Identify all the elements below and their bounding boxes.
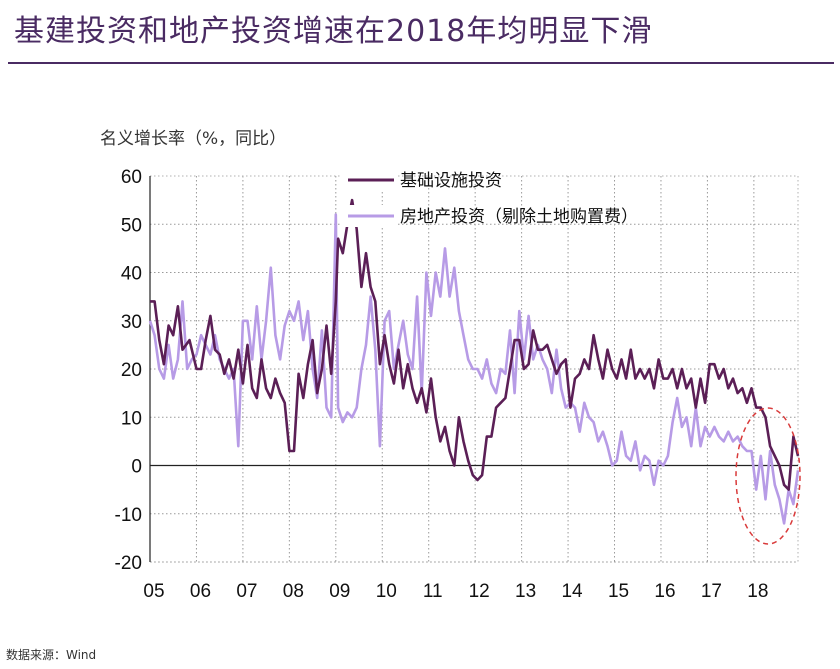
chart-axes bbox=[149, 175, 799, 563]
x-tick-label: 17 bbox=[701, 581, 722, 602]
y-tick-label: -10 bbox=[115, 505, 142, 526]
series-line-0 bbox=[150, 198, 800, 491]
y-tick-label: 50 bbox=[121, 215, 142, 236]
y-tick-label: 40 bbox=[121, 264, 142, 285]
x-tick-label: 06 bbox=[190, 581, 211, 602]
x-tick-label: 15 bbox=[608, 581, 629, 602]
title-divider bbox=[8, 62, 834, 64]
x-tick-label: 10 bbox=[376, 581, 397, 602]
highlight-ellipse bbox=[735, 407, 801, 545]
y-tick-label: -20 bbox=[115, 553, 142, 574]
series-line-1 bbox=[148, 213, 800, 525]
x-tick-label: 08 bbox=[283, 581, 304, 602]
x-tick-label: 18 bbox=[747, 581, 768, 602]
x-tick-label: 16 bbox=[654, 581, 675, 602]
x-tick-label: 05 bbox=[143, 581, 164, 602]
y-tick-label: 10 bbox=[121, 408, 142, 429]
x-tick-label: 09 bbox=[329, 581, 350, 602]
plot-frame bbox=[149, 175, 799, 563]
source-note: 数据来源：Wind bbox=[6, 648, 97, 662]
y-tick-label: 0 bbox=[131, 457, 142, 478]
y-axis-unit-label: 名义增长率（%，同比） bbox=[100, 129, 287, 149]
chart-ticks: -20 -10 0 10 20 30 40 50 60 05 06 07 08 09 10 11 12 13 14 1… bbox=[115, 167, 769, 602]
y-tick-label: 20 bbox=[121, 360, 142, 381]
x-tick-label: 12 bbox=[469, 581, 490, 602]
page-title: 基建投资和地产投资增速在2018年均明显下滑 bbox=[14, 14, 653, 49]
x-tick-label: 07 bbox=[236, 581, 257, 602]
legend-label-0: 基础设施投资 bbox=[400, 171, 502, 191]
legend-label-1: 房地产投资（剔除土地购置费） bbox=[400, 207, 638, 227]
x-tick-label: 13 bbox=[515, 581, 536, 602]
x-tick-label: 14 bbox=[561, 581, 583, 602]
y-tick-label: 60 bbox=[121, 167, 142, 188]
chart-series bbox=[148, 198, 800, 525]
x-tick-label: 11 bbox=[423, 581, 443, 602]
y-tick-label: 30 bbox=[121, 312, 142, 333]
